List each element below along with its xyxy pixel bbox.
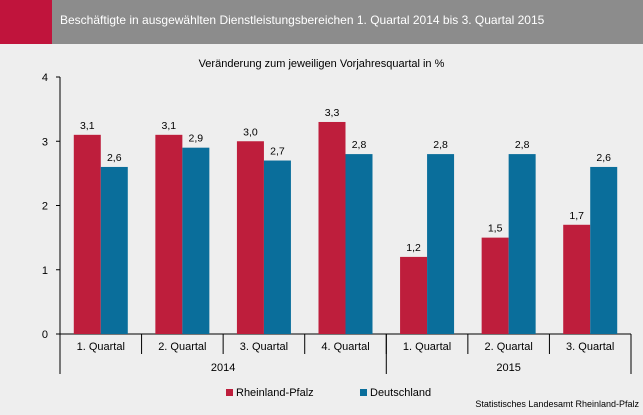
source-note: Statistisches Landesamt Rheinland-Pfalz [475,399,639,409]
header-bar [0,0,643,44]
x-group-label: 2015 [496,362,520,374]
bar-de [508,154,536,334]
bar-rlp [236,141,264,334]
bar-de [263,160,291,334]
data-label: 2,7 [270,146,285,158]
x-group-label: 2014 [211,362,235,374]
bar-rlp [318,121,346,334]
bar-de [100,166,128,334]
data-label: 2,8 [515,139,530,151]
x-category-label: 2. Quartal [484,341,532,353]
bar-rlp [73,134,101,334]
bar-de [182,147,210,334]
data-label: 3,1 [162,120,177,132]
bar-rlp [563,224,591,334]
y-tick-label: 4 [42,72,48,84]
data-label: 3,3 [325,107,340,119]
data-label: 2,6 [107,152,122,164]
bar-de [427,154,455,334]
legend-label: Deutschland [370,387,431,399]
data-label: 1,2 [406,242,421,254]
bar-de [345,154,373,334]
chart-title: Beschäftigte in ausgewählten Dienstleist… [60,13,545,27]
legend-swatch [360,389,367,396]
x-category-label: 1. Quartal [77,341,125,353]
x-category-label: 1. Quartal [403,341,451,353]
bar-rlp [155,134,183,334]
x-category-label: 2. Quartal [158,341,206,353]
data-label: 1,5 [488,223,503,235]
data-label: 3,1 [80,120,95,132]
data-label: 2,8 [433,139,448,151]
header-accent [0,0,52,44]
data-label: 1,7 [569,210,584,222]
y-tick-label: 2 [42,201,48,213]
y-tick-label: 0 [42,329,48,341]
legend-label: Rheinland-Pfalz [236,387,314,399]
legend-swatch [226,389,233,396]
data-label: 2,9 [189,133,204,145]
x-category-label: 4. Quartal [321,341,369,353]
data-label: 2,8 [352,139,367,151]
bar-rlp [481,237,509,334]
data-label: 2,6 [596,152,611,164]
data-label: 3,0 [243,126,258,138]
y-tick-label: 3 [42,136,48,148]
bar-rlp [400,256,428,334]
bar-de [590,166,618,334]
x-category-label: 3. Quartal [566,341,614,353]
y-tick-label: 1 [42,265,48,277]
x-category-label: 3. Quartal [240,341,288,353]
chart-subtitle: Veränderung zum jeweiligen Vorjahresquar… [198,58,445,70]
